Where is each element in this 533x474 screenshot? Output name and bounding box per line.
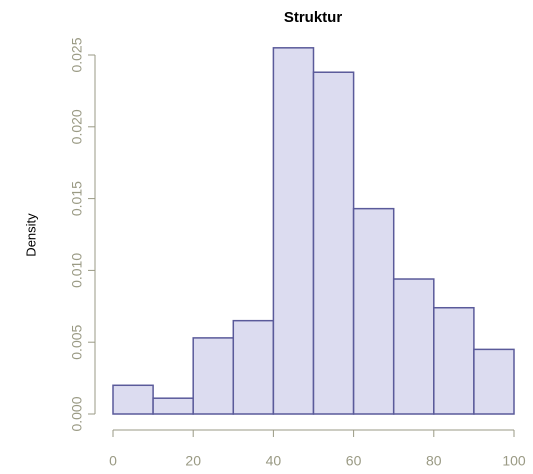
bar xyxy=(433,306,475,415)
bar xyxy=(312,71,355,415)
x-tick-label: 40 xyxy=(266,453,282,469)
y-tick-label: 0.020 xyxy=(69,109,85,144)
y-tick-label: 0.005 xyxy=(69,324,85,359)
y-tick-label: 0.010 xyxy=(69,253,85,288)
chart-title: Struktur xyxy=(284,9,343,26)
x-tick-label: 60 xyxy=(346,453,362,469)
y-tick-label: 0.015 xyxy=(69,181,85,216)
bar xyxy=(192,337,235,415)
bar xyxy=(232,319,275,415)
bar xyxy=(112,384,154,415)
bar xyxy=(352,207,395,415)
y-tick-label: 0.000 xyxy=(69,396,85,431)
bar xyxy=(473,348,515,415)
x-tick-label: 20 xyxy=(185,453,201,469)
bar xyxy=(392,278,435,415)
y-axis-label: Density xyxy=(23,213,38,257)
y-tick-label: 0.025 xyxy=(69,37,85,72)
x-tick-label: 100 xyxy=(502,453,526,469)
bar xyxy=(152,397,194,415)
x-tick-label: 80 xyxy=(426,453,442,469)
x-tick-label: 0 xyxy=(109,453,117,469)
bar xyxy=(272,47,315,415)
